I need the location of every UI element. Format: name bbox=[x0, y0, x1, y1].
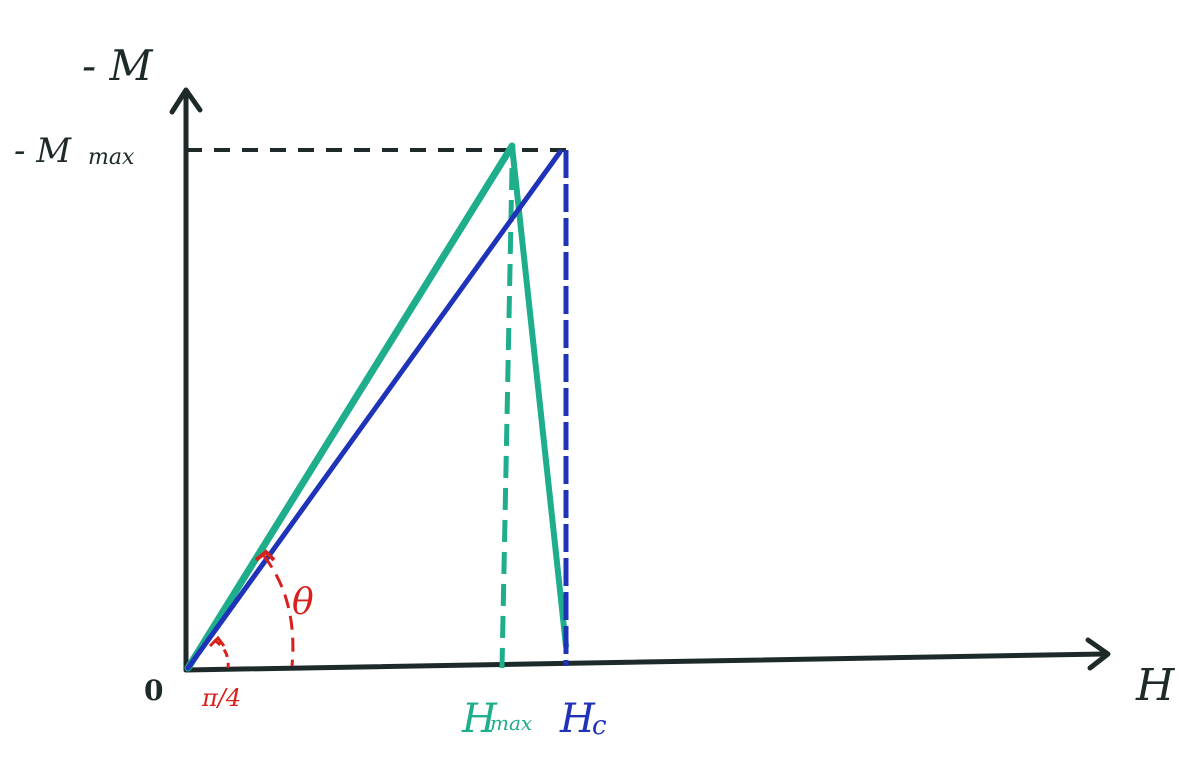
h-c-subscript: c bbox=[592, 711, 607, 741]
x-axis-arrowhead bbox=[1085, 637, 1111, 671]
green-fall-line bbox=[509, 143, 569, 649]
theta-label: θ bbox=[292, 582, 314, 623]
m-max-subscript: max bbox=[88, 145, 135, 170]
small-angle-arc bbox=[213, 638, 230, 669]
x-axis-label: H bbox=[1135, 660, 1176, 711]
small-angle-label: π/4 bbox=[201, 684, 241, 712]
m-max-label: - M bbox=[14, 131, 72, 171]
h-max-subscript: max bbox=[490, 711, 532, 735]
h-c-label: H bbox=[559, 696, 596, 742]
origin-label: 0 bbox=[144, 674, 163, 707]
blue-rise-line bbox=[185, 149, 563, 671]
theta-angle-arc bbox=[262, 555, 295, 667]
y-axis-arrowhead bbox=[169, 87, 203, 115]
theta-arrow-tick bbox=[254, 549, 276, 562]
h-max-label: H bbox=[461, 696, 498, 742]
green-hmax-dashed-drop bbox=[499, 167, 515, 669]
x-axis bbox=[183, 651, 1107, 673]
y-axis-label: - M bbox=[82, 41, 154, 90]
green-rise-line bbox=[184, 142, 516, 672]
small-angle-tick bbox=[208, 635, 226, 648]
